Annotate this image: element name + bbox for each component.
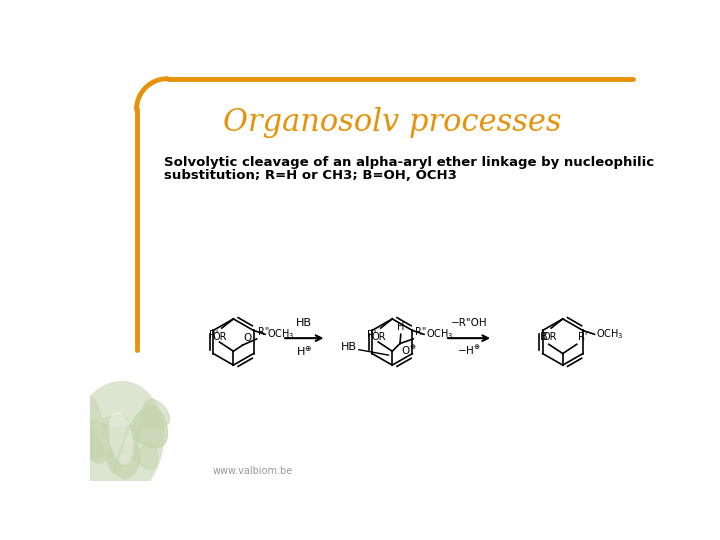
- Text: substitution; R=H or CH3; B=OH, OCH3: substitution; R=H or CH3; B=OH, OCH3: [163, 168, 456, 182]
- Text: H$^{\oplus}$: H$^{\oplus}$: [296, 345, 312, 357]
- Text: Solvolytic cleavage of an alpha-aryl ether linkage by nucleophilic: Solvolytic cleavage of an alpha-aryl eth…: [163, 156, 654, 168]
- Text: R": R": [415, 327, 426, 336]
- Ellipse shape: [70, 381, 164, 503]
- Polygon shape: [75, 397, 128, 441]
- Text: OR: OR: [372, 332, 387, 342]
- Text: OCH$_3$: OCH$_3$: [596, 327, 624, 341]
- Text: Organosolv processes: Organosolv processes: [223, 107, 562, 138]
- Text: R": R": [258, 327, 269, 336]
- Polygon shape: [107, 442, 158, 472]
- Text: −H$^{\oplus}$: −H$^{\oplus}$: [457, 345, 481, 357]
- Text: O$^{\oplus}$: O$^{\oplus}$: [401, 345, 416, 357]
- Text: −R"OH: −R"OH: [451, 318, 487, 328]
- Text: HB: HB: [297, 318, 312, 328]
- Text: OCH$_3$: OCH$_3$: [426, 327, 454, 341]
- Text: R': R': [209, 330, 218, 340]
- Text: OR: OR: [213, 332, 228, 342]
- Polygon shape: [71, 429, 140, 479]
- Text: OCH$_3$: OCH$_3$: [266, 327, 294, 341]
- Text: H: H: [397, 322, 405, 332]
- Polygon shape: [111, 400, 170, 454]
- Text: R': R': [367, 330, 377, 340]
- Text: R': R': [578, 332, 588, 342]
- Ellipse shape: [109, 411, 133, 465]
- Polygon shape: [82, 406, 168, 463]
- Text: HB: HB: [341, 342, 357, 353]
- Text: O: O: [243, 333, 252, 343]
- Text: www.valbiom.be: www.valbiom.be: [212, 467, 293, 476]
- Text: B: B: [539, 332, 547, 342]
- Text: OR: OR: [542, 332, 557, 342]
